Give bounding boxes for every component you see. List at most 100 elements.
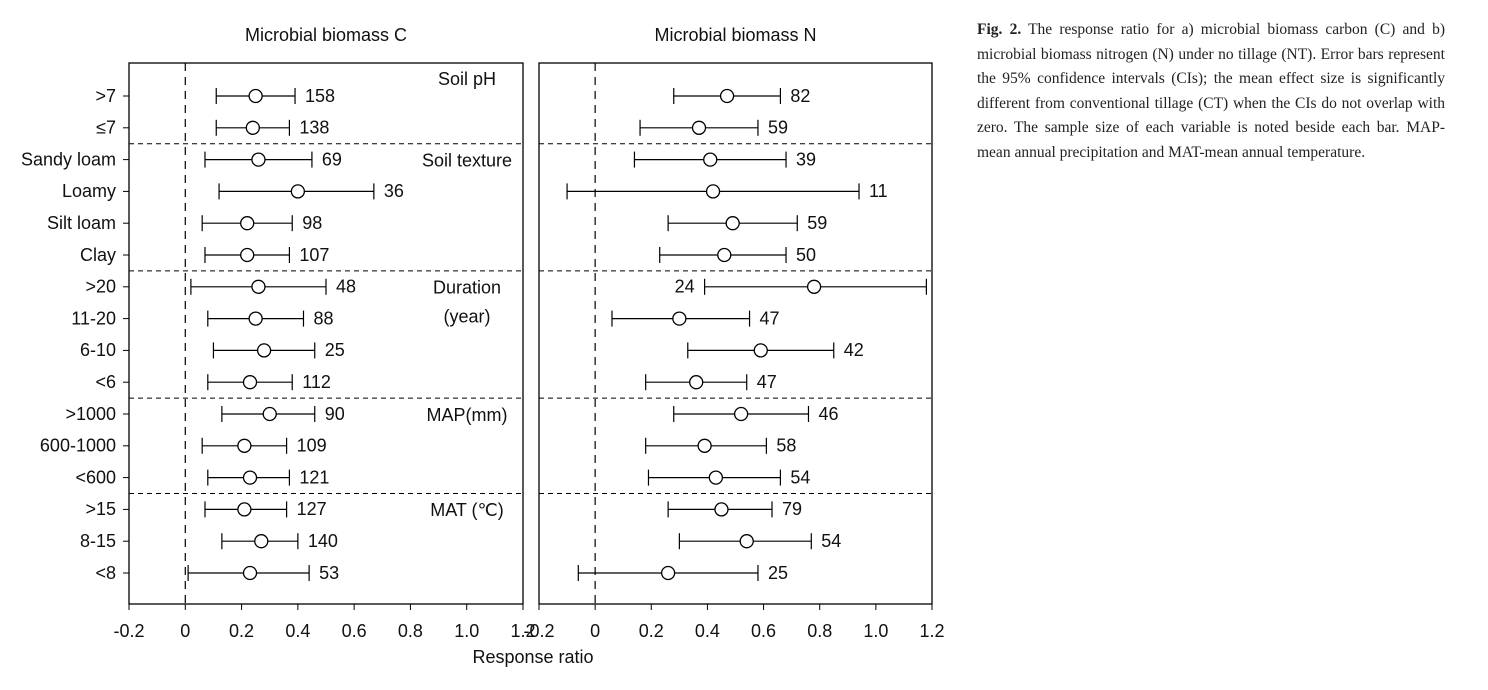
sample-size: 36 (384, 181, 404, 201)
mean-point (237, 438, 252, 453)
mean-point (248, 88, 263, 104)
mean-point (248, 311, 263, 326)
group-label: Soil pH (438, 69, 496, 89)
y-tick-label: Clay (80, 245, 116, 265)
mean-point (290, 184, 306, 199)
group-label: Duration (433, 278, 501, 298)
x-tick-label: 0.6 (342, 621, 367, 641)
group-label: (year) (443, 307, 490, 327)
mean-point (733, 406, 749, 422)
y-tick-label: >20 (85, 277, 116, 297)
group-label: MAP(mm) (427, 405, 508, 425)
mean-point (739, 534, 754, 549)
sample-size: 107 (299, 245, 329, 265)
x-tick-label: 0.6 (751, 621, 776, 641)
x-tick-label: 1.2 (919, 621, 944, 641)
mean-point (725, 216, 740, 231)
mean-point (717, 247, 732, 263)
sample-size: 48 (336, 277, 356, 297)
y-tick-label: 6-10 (80, 340, 116, 360)
y-tick-label: ≤7 (96, 118, 116, 138)
mean-point (251, 279, 266, 294)
y-tick-label: Silt loam (47, 213, 116, 233)
x-tick-label: -0.2 (113, 621, 144, 641)
sample-size: 109 (297, 436, 327, 456)
x-tick-label: 0.2 (639, 621, 664, 641)
plot-frame (538, 62, 933, 605)
sample-size: 90 (325, 404, 345, 424)
sample-size: 138 (299, 118, 329, 138)
mean-point (240, 216, 255, 231)
mean-point (714, 502, 729, 517)
x-tick-label: 0.4 (285, 621, 310, 641)
mean-point (697, 438, 712, 453)
sample-size: 69 (322, 149, 342, 169)
sample-size: 11 (869, 181, 888, 201)
mean-point (262, 406, 277, 422)
caption-text: The response ratio for a) microbial biom… (977, 21, 1445, 161)
y-tick-label: <6 (95, 372, 116, 392)
y-tick-label: >7 (95, 86, 116, 106)
mean-point (660, 565, 676, 581)
x-axis-label: Response ratio (472, 647, 593, 667)
mean-point (672, 311, 687, 326)
sample-size: 79 (782, 499, 802, 519)
sample-size: 88 (313, 308, 333, 328)
group-label: Soil texture (422, 150, 512, 170)
x-tick-label: 0.8 (398, 621, 423, 641)
chart: Response ratio Microbial biomass C -0.2 0 0… (21, 25, 945, 667)
group-label: MAT (℃) (430, 500, 504, 520)
mean-point (242, 565, 258, 581)
panel-title: Microbial biomass C (245, 25, 407, 45)
y-tick-label: >1000 (65, 404, 116, 424)
sample-size: 127 (297, 499, 327, 519)
x-tick-label: 0 (590, 621, 600, 641)
sample-size: 47 (757, 372, 777, 392)
mean-point (240, 247, 255, 263)
caption-label: Fig. 2. (977, 21, 1022, 38)
sample-size: 53 (319, 563, 339, 583)
caption: Fig. 2. The response ratio for a) microb… (977, 18, 1445, 165)
y-tick-label: 8-15 (80, 531, 116, 551)
sample-size: 59 (807, 213, 827, 233)
sample-size: 98 (302, 213, 322, 233)
panel-title: Microbial biomass N (654, 25, 816, 45)
sample-size: 39 (796, 149, 816, 169)
sample-size: 46 (818, 404, 838, 424)
x-tick-label: 0.8 (807, 621, 832, 641)
sample-size: 25 (768, 563, 788, 583)
mean-point (719, 88, 735, 104)
mean-point (691, 120, 707, 135)
mean-point (242, 375, 258, 390)
y-tick-label: <8 (95, 563, 116, 583)
mean-point (237, 502, 252, 517)
mean-point (256, 343, 272, 358)
y-tick-label: >15 (85, 499, 116, 519)
y-tick-label: 600-1000 (40, 436, 116, 456)
x-tick-label: 0.2 (229, 621, 254, 641)
mean-point (689, 375, 704, 390)
sample-size: 82 (790, 86, 810, 106)
sample-size: 140 (308, 531, 338, 551)
mean-point (242, 470, 258, 485)
sample-size: 59 (768, 118, 788, 138)
sample-size: 42 (844, 340, 864, 360)
x-tick-label: 1.0 (863, 621, 888, 641)
mean-point (708, 470, 723, 485)
sample-size: 54 (790, 467, 810, 487)
y-tick-label: <600 (75, 467, 116, 487)
sample-size: 121 (299, 467, 329, 487)
y-tick-label: 11-20 (71, 308, 116, 328)
mean-point (753, 343, 768, 358)
x-tick-label: 0.4 (695, 621, 720, 641)
plot-frame (128, 62, 524, 605)
x-tick-label: 1.0 (454, 621, 479, 641)
x-tick-label: -0.2 (523, 621, 554, 641)
sample-size: 50 (796, 245, 816, 265)
mean-point (806, 279, 822, 294)
mean-point (251, 152, 266, 167)
mean-point (703, 152, 718, 167)
y-tick-label: Sandy loam (21, 149, 116, 169)
x-tick-label: 1.2 (510, 621, 535, 641)
